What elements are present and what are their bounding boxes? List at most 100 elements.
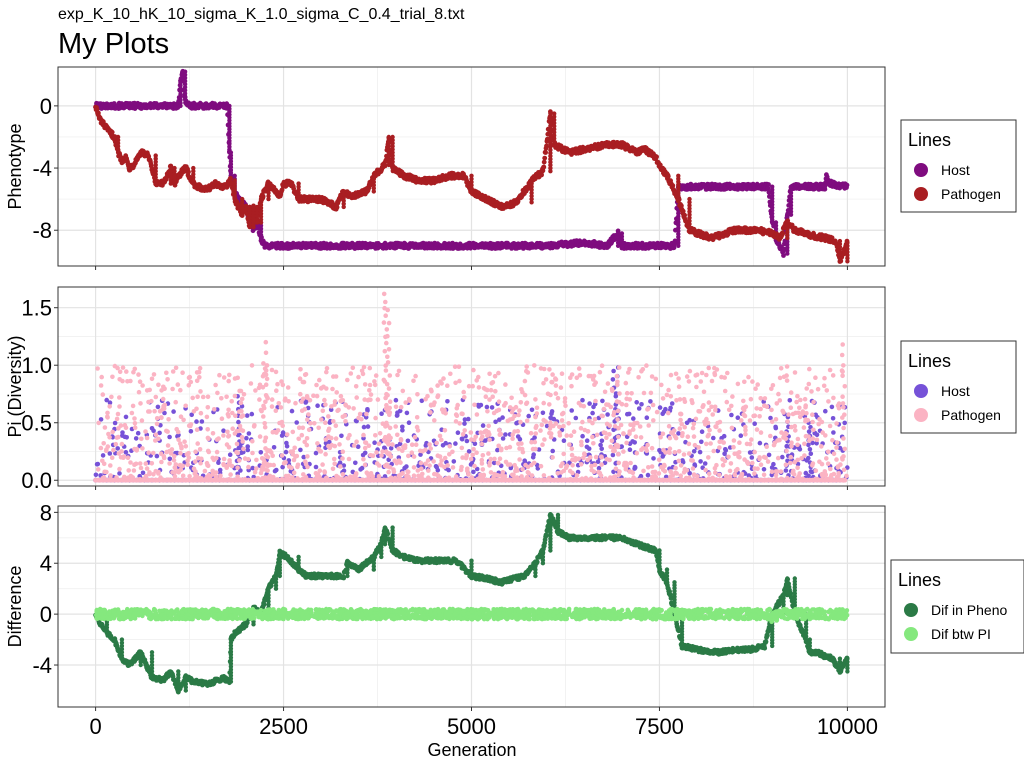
data-point [115, 147, 121, 152]
data-point [419, 398, 425, 404]
data-point [586, 446, 592, 452]
data-point [266, 187, 271, 192]
data-point [296, 184, 301, 189]
data-point [515, 434, 521, 439]
data-point [469, 173, 474, 178]
data-point [844, 182, 850, 188]
data-point [168, 165, 173, 171]
data-point [526, 413, 531, 419]
data-point [500, 415, 505, 420]
data-point [475, 402, 481, 408]
data-point [390, 156, 395, 161]
data-point [109, 129, 115, 135]
data-point [236, 419, 241, 425]
data-point [723, 448, 729, 453]
data-point [468, 462, 474, 467]
data-point [221, 428, 226, 434]
data-point [388, 446, 394, 451]
data-point [842, 420, 847, 426]
data-point [182, 94, 188, 99]
data-point [788, 187, 794, 192]
data-point [687, 203, 692, 208]
data-point [341, 189, 346, 194]
data-point [258, 232, 264, 238]
data-point [600, 398, 605, 404]
data-point [228, 175, 233, 181]
data-point [814, 441, 819, 446]
data-point [341, 195, 346, 200]
data-point [484, 404, 490, 410]
data-point [275, 405, 281, 410]
data-point [845, 256, 850, 261]
data-point [189, 412, 194, 418]
data-point [386, 147, 391, 152]
data-point [500, 436, 506, 441]
data-point [529, 181, 534, 186]
series-host [93, 68, 850, 258]
data-point [182, 72, 188, 78]
data-point [780, 454, 785, 460]
data-point [550, 448, 555, 454]
data-point [296, 187, 301, 192]
data-point [455, 430, 461, 436]
data-point [680, 208, 686, 214]
data-point [611, 368, 616, 374]
data-point [469, 186, 474, 191]
data-point [671, 245, 677, 251]
data-point [272, 468, 278, 474]
data-point [341, 201, 346, 206]
data-point [619, 240, 625, 245]
data-point [162, 410, 167, 416]
data-point [289, 408, 295, 414]
data-point [353, 460, 358, 466]
data-point [785, 235, 790, 241]
data-point [808, 469, 814, 474]
data-point [699, 429, 705, 435]
data-point [355, 444, 361, 450]
data-point [536, 447, 542, 452]
data-point [687, 228, 692, 233]
data-point [334, 204, 340, 210]
data-point [434, 464, 440, 470]
data-point [236, 445, 242, 451]
data-point [808, 451, 814, 457]
data-point [245, 447, 251, 453]
data-point [153, 162, 158, 168]
data-point [719, 435, 724, 441]
data-point [645, 472, 651, 478]
data-point [232, 187, 237, 192]
data-point [191, 165, 196, 171]
data-point [761, 467, 767, 472]
data-point [692, 462, 697, 467]
data-point [371, 179, 376, 185]
data-point [580, 397, 585, 403]
data-point [258, 196, 264, 202]
data-point [115, 446, 120, 451]
data-point [390, 134, 395, 140]
data-point [172, 178, 177, 183]
data-point [780, 231, 786, 236]
data-point [168, 175, 173, 180]
data-point [341, 192, 346, 197]
data-point [111, 101, 117, 106]
y-tick-label: 0 [40, 94, 52, 119]
data-point [100, 453, 106, 458]
data-point [837, 445, 843, 451]
data-point [727, 445, 733, 450]
data-point [541, 164, 547, 170]
data-point [172, 165, 177, 171]
data-point [227, 452, 233, 458]
data-point [663, 406, 668, 412]
legend-marker [914, 163, 928, 177]
data-point [605, 412, 610, 417]
data-point [191, 181, 196, 186]
data-point [406, 420, 412, 426]
figure-title: My Plots [58, 28, 169, 60]
data-point [619, 231, 625, 236]
data-point [266, 193, 271, 199]
legend-label: Host [941, 162, 970, 178]
data-point [785, 212, 790, 217]
data-point [301, 454, 307, 460]
